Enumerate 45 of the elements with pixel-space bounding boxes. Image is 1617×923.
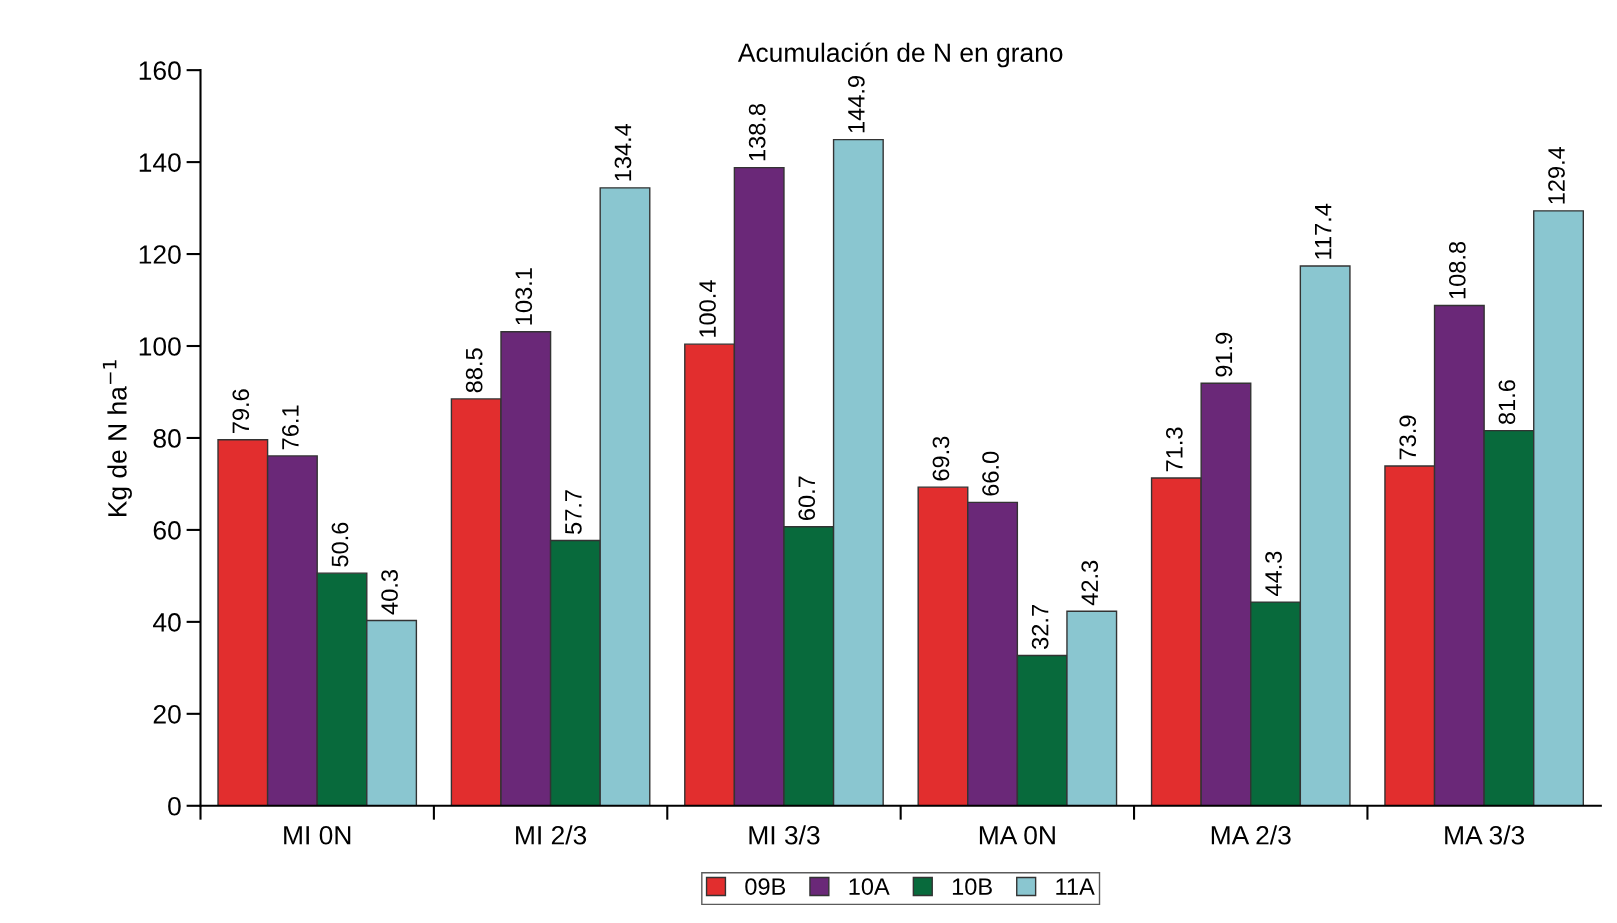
x-tick-label: MI 2/3 — [516, 825, 587, 845]
text: 57.7 — [565, 490, 582, 534]
text: 134.4 — [614, 123, 632, 181]
x-tick-label: MA 0N — [979, 825, 1055, 845]
text: 100.4 — [699, 280, 716, 337]
text: 40.3 — [381, 570, 398, 615]
x-tick-label: MI 3/3 — [749, 825, 820, 845]
text: 108.8 — [1448, 241, 1466, 299]
y-tick-label: 60 — [153, 521, 181, 540]
text: 50.6 — [331, 522, 349, 567]
x-tick-label: MA 2/3 — [1211, 825, 1291, 845]
y-tick-label: 40 — [153, 613, 181, 632]
text: 73.9 — [1399, 415, 1417, 460]
y-tick-label: 80 — [153, 429, 181, 448]
text: 32.7 — [1031, 605, 1049, 649]
legend-label: 11A — [1056, 878, 1095, 895]
text: 129.4 — [1548, 146, 1565, 204]
text: 144.9 — [847, 76, 865, 133]
y-tick-label: 20 — [153, 704, 181, 724]
text: 42.3 — [1081, 560, 1099, 606]
legend-label: 09B — [745, 878, 786, 895]
text: 66.0 — [982, 451, 999, 496]
legend-label: 10A — [849, 878, 890, 895]
text: 76.1 — [282, 405, 299, 450]
text: 103.1 — [515, 268, 533, 325]
y-axis-title: Kg de N ha$^{−1}$ — [102, 360, 132, 517]
text: 91.9 — [1215, 332, 1233, 377]
text: 81.6 — [1498, 380, 1516, 425]
text: 79.6 — [232, 389, 250, 434]
y-tick-label: 100 — [139, 337, 181, 356]
text: 44.3 — [1265, 551, 1282, 596]
y-tick-label: 120 — [139, 245, 181, 264]
chart-title: Acumulación de N en grano — [737, 42, 1063, 68]
text: 71.3 — [1165, 427, 1183, 472]
text: 117.4 — [1315, 203, 1332, 259]
text: 88.5 — [465, 348, 483, 393]
y-tick-label: 140 — [139, 153, 181, 172]
legend-label: 10B — [952, 878, 992, 895]
text: 60.7 — [798, 476, 816, 520]
y-tick-label: 0 — [168, 796, 181, 816]
y-tick-label: 160 — [139, 61, 181, 80]
text: 138.8 — [748, 104, 766, 161]
x-tick-label: MA 3/3 — [1445, 825, 1525, 845]
text: 69.3 — [932, 436, 950, 481]
x-tick-label: MI 0N — [284, 825, 351, 845]
